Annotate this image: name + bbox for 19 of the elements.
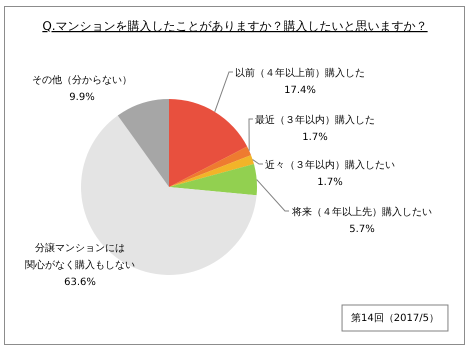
- slice-label: その他（分からない）: [32, 74, 132, 86]
- slice-label: 最近（３年以内）購入した: [255, 114, 375, 126]
- slice-label: 分譲マンションには関心がなく購入もしない: [25, 242, 135, 271]
- data-label: 1.7%: [302, 132, 328, 143]
- chart-title: Q.マンションを購入したことがありますか？購入したいと思いますか？: [42, 19, 428, 33]
- pie-slice: [169, 164, 257, 196]
- data-label: 63.6%: [64, 277, 96, 288]
- data-label: 9.9%: [69, 92, 95, 103]
- slice-label: 近々（３年以内）購入したい: [265, 159, 395, 171]
- data-label: 1.7%: [317, 177, 343, 188]
- pie-slice: [169, 146, 252, 187]
- pie-slice: [118, 99, 169, 187]
- slice-label: 将来（４年以上先）購入したい: [291, 206, 432, 218]
- data-label: 5.7%: [349, 224, 375, 235]
- text: 第14回（2017/5）: [351, 312, 439, 324]
- slice-label: 以前（４年以上前）購入した: [235, 67, 365, 79]
- data-label: 17.4%: [284, 85, 316, 96]
- pie-slice: [169, 155, 254, 187]
- pie-slice: [169, 99, 248, 187]
